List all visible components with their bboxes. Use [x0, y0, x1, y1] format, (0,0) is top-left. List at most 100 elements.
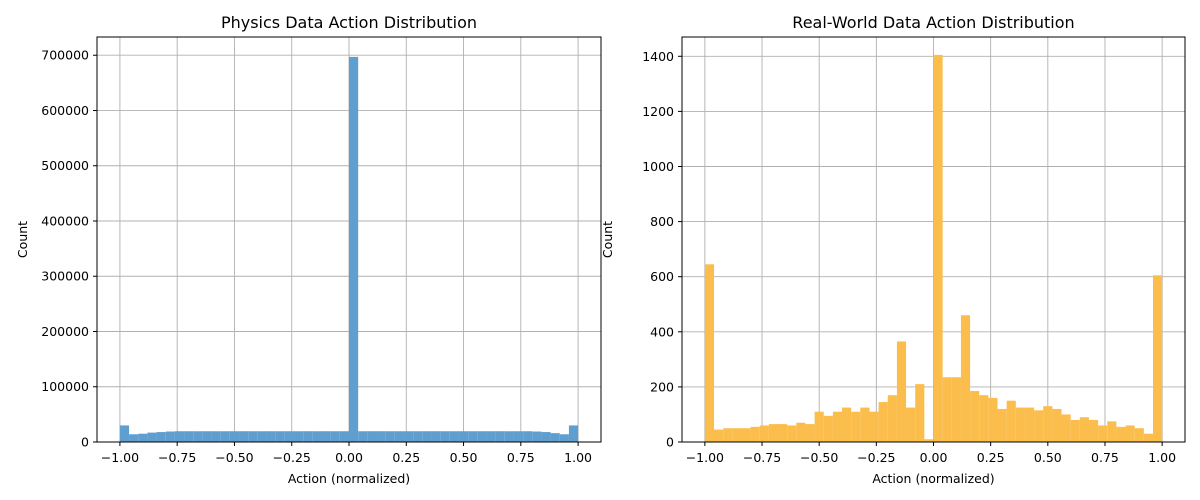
- histogram-bar: [823, 415, 833, 442]
- histogram-bar: [193, 431, 203, 442]
- histogram-bar: [358, 431, 368, 442]
- x-tick-label: 1.00: [564, 450, 592, 465]
- histogram-bar: [239, 431, 249, 442]
- histogram-bar: [933, 54, 943, 442]
- y-tick-label: 200000: [41, 324, 89, 339]
- histogram-bar: [714, 429, 724, 442]
- histogram-bar: [129, 434, 139, 442]
- chart-title: Real-World Data Action Distribution: [792, 13, 1074, 32]
- histogram-bar: [513, 431, 524, 442]
- histogram-bar: [504, 431, 514, 442]
- histogram-bar: [275, 431, 285, 442]
- histogram-bar: [294, 431, 304, 442]
- y-tick-label: 600000: [41, 103, 89, 118]
- histogram-bar: [550, 433, 560, 442]
- y-axis-label: Count: [15, 221, 30, 258]
- histogram-bar: [156, 432, 166, 442]
- y-tick-label: 0: [666, 435, 674, 450]
- x-tick-label: 0.00: [335, 450, 363, 465]
- histogram-bar: [376, 431, 386, 442]
- ticks: −1.00 −0.75 −0.50 −0.25 0.00 0.25 0.50 0.75 1.00…: [642, 49, 1176, 465]
- y-tick-label: 1000: [642, 159, 674, 174]
- histogram-bar: [1116, 426, 1126, 442]
- x-tick-label: 0.25: [392, 450, 420, 465]
- histogram-bar: [165, 431, 175, 442]
- histogram-bar: [330, 431, 340, 442]
- histogram-bar: [787, 425, 797, 442]
- histogram-bar: [1070, 419, 1080, 442]
- histogram-bar: [732, 428, 742, 442]
- y-tick-label: 800: [650, 214, 674, 229]
- histogram-bar: [750, 426, 760, 442]
- x-tick-label: −0.50: [215, 450, 253, 465]
- histogram-bar: [119, 425, 130, 442]
- histogram-bar: [942, 377, 952, 442]
- histogram-bar: [970, 391, 980, 442]
- histogram-bar: [796, 422, 806, 442]
- histogram-bar: [1098, 425, 1108, 442]
- x-tick-label: −1.00: [686, 450, 724, 465]
- histogram-bar: [842, 407, 852, 442]
- y-tick-label: 200: [650, 379, 674, 394]
- histogram-bar: [896, 341, 907, 442]
- y-tick-label: 300000: [41, 269, 89, 284]
- histogram-bar: [541, 432, 551, 442]
- histogram-bar: [997, 408, 1007, 442]
- histogram-bar: [1134, 428, 1144, 442]
- histogram-bar: [321, 431, 331, 442]
- histogram-bar: [878, 402, 888, 442]
- histogram-bar: [1024, 407, 1035, 442]
- bars: [119, 56, 579, 442]
- histogram-bar: [532, 431, 542, 442]
- histogram-bar: [1152, 275, 1163, 442]
- histogram-bar: [367, 431, 377, 442]
- histogram-bar: [906, 407, 916, 442]
- histogram-bar: [477, 431, 487, 442]
- histogram-bar: [284, 431, 295, 442]
- histogram-bar: [869, 411, 879, 442]
- y-tick-label: 700000: [41, 48, 89, 63]
- histogram-bar: [211, 431, 221, 442]
- bars: [704, 54, 1163, 442]
- histogram-bar: [1052, 408, 1062, 442]
- y-tick-label: 0: [81, 435, 89, 450]
- histogram-bar: [805, 424, 815, 442]
- x-axis-label: Action (normalized): [288, 471, 410, 486]
- histogram-bar: [349, 56, 359, 442]
- histogram-bar: [413, 431, 423, 442]
- y-tick-label: 500000: [41, 158, 89, 173]
- histogram-bar: [1107, 421, 1117, 442]
- histogram-bar: [1143, 433, 1153, 442]
- histogram-bar: [403, 431, 414, 442]
- histogram-bar: [960, 315, 971, 442]
- y-tick-label: 100000: [41, 379, 89, 394]
- histogram-bar: [1034, 410, 1044, 442]
- histogram-bar: [147, 432, 157, 442]
- y-tick-label: 1400: [642, 49, 674, 64]
- histogram-bar: [220, 431, 230, 442]
- x-tick-label: −0.75: [158, 450, 196, 465]
- histogram-bar: [339, 431, 349, 442]
- histogram-bar: [860, 407, 870, 442]
- histogram-bar: [449, 431, 459, 442]
- x-tick-label: −1.00: [101, 450, 139, 465]
- ticks: −1.00 −0.75 −0.50 −0.25 0.00 0.25 0.50 0.75 1.00…: [41, 48, 592, 465]
- histogram-bar: [458, 431, 469, 442]
- x-tick-label: −0.50: [800, 450, 838, 465]
- histogram-bar: [523, 431, 533, 442]
- histogram-bar: [394, 431, 404, 442]
- y-tick-label: 400000: [41, 213, 89, 228]
- histogram-bar: [486, 431, 496, 442]
- histogram-bar: [202, 431, 212, 442]
- histogram-bar: [266, 431, 276, 442]
- x-tick-label: 0.25: [977, 450, 1005, 465]
- histogram-bar: [1125, 425, 1135, 442]
- x-tick-label: −0.75: [743, 450, 781, 465]
- histogram-bar: [723, 428, 733, 442]
- histogram-bar: [248, 431, 258, 442]
- x-tick-label: 0.75: [1091, 450, 1119, 465]
- physics-histogram: Physics Data Action Distribution Action …: [15, 13, 602, 486]
- real-world-histogram: Real-World Data Action Distribution Acti…: [600, 13, 1186, 486]
- histogram-bar: [1079, 417, 1089, 442]
